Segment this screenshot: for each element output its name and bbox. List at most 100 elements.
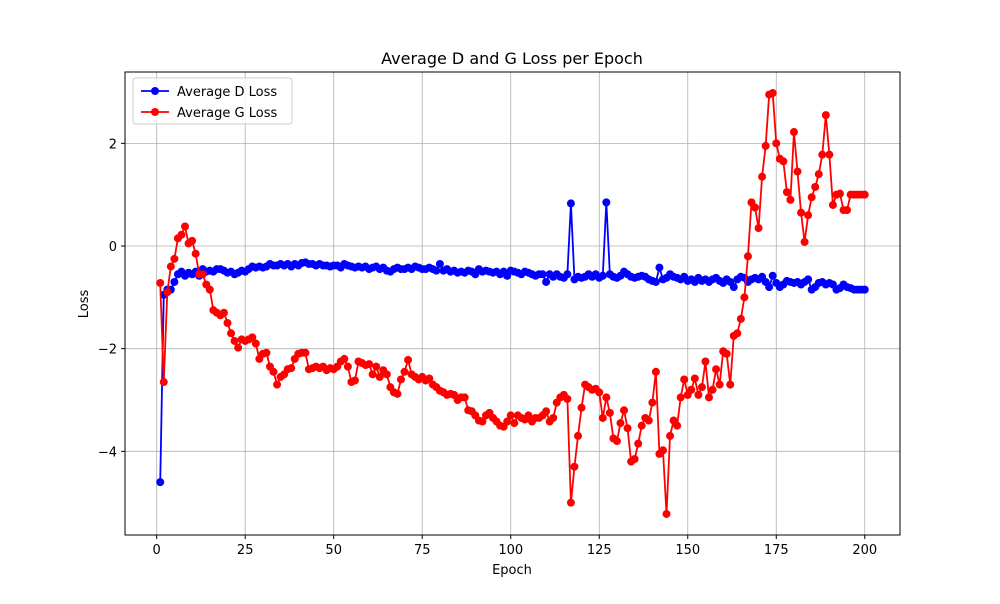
x-tick-label: 25 <box>237 543 254 558</box>
legend-box <box>132 77 293 125</box>
data-point <box>602 198 611 207</box>
data-point <box>365 360 374 369</box>
data-point <box>382 370 391 379</box>
data-point <box>350 376 359 385</box>
data-point <box>400 367 409 376</box>
chart-title: Average D and G Loss per Epoch <box>381 49 643 68</box>
legend-marker <box>151 108 159 116</box>
data-point <box>577 403 586 412</box>
data-point <box>460 393 469 402</box>
data-point <box>623 424 632 433</box>
series-line <box>159 202 865 483</box>
data-point <box>761 141 770 150</box>
data-point <box>694 390 703 399</box>
data-point <box>797 208 806 217</box>
data-point <box>793 167 802 176</box>
data-point <box>598 413 607 422</box>
data-point <box>287 364 296 373</box>
data-point <box>566 199 575 208</box>
x-axis-label: Epoch <box>492 563 532 578</box>
data-point <box>612 437 621 446</box>
data-point <box>524 411 533 420</box>
data-point <box>542 407 551 416</box>
data-point <box>708 385 717 394</box>
data-point <box>828 200 837 209</box>
x-tick-label: 200 <box>852 543 877 558</box>
data-point <box>620 406 629 415</box>
data-point <box>181 222 190 231</box>
data-point <box>435 259 444 268</box>
data-point <box>230 336 239 345</box>
legend-marker <box>151 87 159 95</box>
data-point <box>687 385 696 394</box>
data-point <box>634 439 643 448</box>
data-point <box>563 394 572 403</box>
data-point <box>170 277 179 286</box>
data-point <box>156 478 165 487</box>
data-point <box>159 378 168 387</box>
data-point <box>644 416 653 425</box>
data-point <box>860 285 869 294</box>
data-point <box>549 413 558 422</box>
data-point <box>570 462 579 471</box>
data-point <box>807 193 816 202</box>
data-point <box>648 398 657 407</box>
data-point <box>729 283 738 292</box>
data-point <box>658 446 667 455</box>
data-point <box>637 421 646 430</box>
series-line <box>159 91 865 515</box>
data-point <box>404 355 413 364</box>
data-point <box>269 367 278 376</box>
data-point <box>782 188 791 197</box>
y-tick-label: −2 <box>98 343 117 358</box>
data-point <box>219 308 228 317</box>
data-point <box>740 293 749 302</box>
data-point <box>722 349 731 358</box>
data-point <box>163 288 172 297</box>
data-point <box>726 380 735 389</box>
y-tick-label: 0 <box>109 240 117 255</box>
x-tick-label: 150 <box>675 543 700 558</box>
data-point <box>818 150 827 159</box>
data-point <box>772 139 781 148</box>
data-point <box>765 283 774 292</box>
data-point <box>510 419 519 428</box>
data-point <box>563 270 572 279</box>
data-point <box>673 421 682 430</box>
data-point <box>701 357 710 366</box>
data-point <box>715 380 724 389</box>
data-point <box>223 319 232 328</box>
data-point <box>768 271 777 280</box>
data-point <box>733 329 742 338</box>
legend-label: Average D Loss <box>177 85 277 100</box>
data-point <box>205 285 214 294</box>
data-point <box>666 431 675 440</box>
data-point <box>662 509 671 518</box>
data-point <box>432 266 441 275</box>
data-point <box>375 372 384 381</box>
data-point <box>198 270 207 279</box>
data-point <box>396 375 405 384</box>
data-point <box>503 417 512 426</box>
data-point <box>248 333 257 342</box>
data-point <box>690 374 699 383</box>
y-tick-label: −4 <box>98 445 117 460</box>
data-point <box>804 275 813 284</box>
data-point <box>704 393 713 402</box>
y-tick-label: 2 <box>109 137 117 152</box>
data-point <box>786 195 795 204</box>
x-tick-label: 50 <box>325 543 342 558</box>
data-point <box>602 393 611 402</box>
data-point <box>566 498 575 507</box>
data-point <box>804 211 813 220</box>
data-point <box>811 182 820 191</box>
data-point <box>177 230 186 239</box>
data-point <box>343 362 352 371</box>
data-point <box>598 271 607 280</box>
data-point <box>273 380 282 389</box>
plot-frame <box>124 71 901 536</box>
data-point <box>616 419 625 428</box>
data-point <box>697 383 706 392</box>
data-point <box>768 89 777 98</box>
